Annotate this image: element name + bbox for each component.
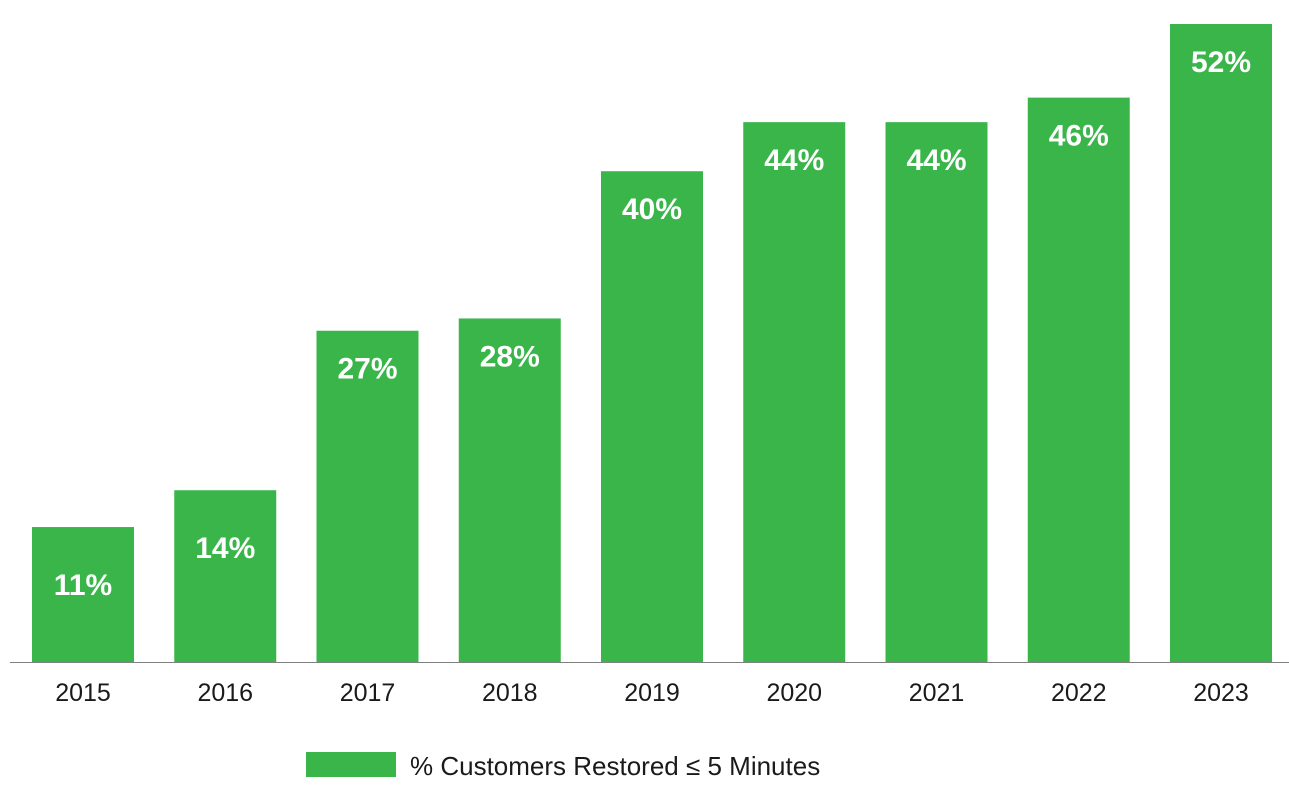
x-tick-label-2020: 2020 xyxy=(766,679,822,707)
bar-2015 xyxy=(32,527,134,662)
x-tick-label-2021: 2021 xyxy=(909,679,965,707)
bar-value-label-2020: 44% xyxy=(764,144,824,177)
bar-2021 xyxy=(885,122,988,662)
bar-2016 xyxy=(174,490,277,662)
bar-value-label-2022: 46% xyxy=(1049,120,1109,153)
bar-2022 xyxy=(1027,97,1130,663)
bar-value-label-2017: 27% xyxy=(337,353,397,386)
bar-2017 xyxy=(316,330,419,662)
bar-2020 xyxy=(743,122,846,662)
x-tick-label-2018: 2018 xyxy=(482,679,538,707)
x-tick-label-2015: 2015 xyxy=(55,679,111,707)
bar-value-label-2023: 52% xyxy=(1191,46,1251,79)
legend-label: % Customers Restored ≤ 5 Minutes xyxy=(410,751,820,781)
legend: % Customers Restored ≤ 5 Minutes xyxy=(306,751,820,781)
x-tick-label-2016: 2016 xyxy=(197,679,253,707)
bar-value-label-2018: 28% xyxy=(480,340,540,373)
x-tick-label-2019: 2019 xyxy=(624,679,680,707)
bar-2023 xyxy=(1170,24,1272,662)
x-tick-labels: 2015 2016 2017 2018 2019 2020 2021 2022 2023 xyxy=(55,679,1249,707)
legend-swatch xyxy=(306,752,396,777)
bar-value-label-2016: 14% xyxy=(195,532,255,565)
bar-value-label-2019: 40% xyxy=(622,193,682,226)
bar-value-label-2021: 44% xyxy=(906,144,966,177)
x-tick-label-2017: 2017 xyxy=(340,679,396,707)
bar-labels-layer: 11% 14% 27% 28% 40% 44% 44% 46% 52% xyxy=(54,46,1251,602)
x-tick-label-2022: 2022 xyxy=(1051,679,1107,707)
bar-2018 xyxy=(458,318,561,662)
bar-2019 xyxy=(601,171,703,662)
bar-value-label-2015: 11% xyxy=(54,569,112,602)
x-tick-label-2023: 2023 xyxy=(1193,679,1249,707)
bars-layer xyxy=(32,24,1272,663)
